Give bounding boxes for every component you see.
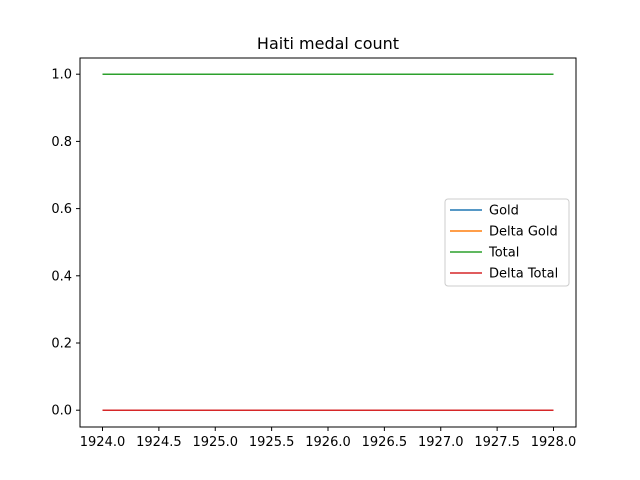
legend-label: Delta Total bbox=[489, 267, 558, 282]
x-tick-label: 1927.0 bbox=[418, 435, 464, 450]
x-tick-label: 1924.5 bbox=[136, 435, 182, 450]
x-tick-label: 1927.5 bbox=[474, 435, 520, 450]
y-tick-label: 0.8 bbox=[51, 135, 72, 150]
x-tick-label: 1928.0 bbox=[531, 435, 577, 450]
legend: Gold Delta Gold Total Delta Total bbox=[444, 198, 570, 287]
y-tick-label: 1.0 bbox=[51, 68, 72, 83]
legend-box bbox=[444, 198, 570, 287]
x-tick-label: 1926.0 bbox=[305, 435, 351, 450]
y-axis: 0.0 0.2 0.4 0.6 0.8 1.0 bbox=[51, 68, 80, 419]
legend-label: Gold bbox=[489, 204, 519, 219]
plot-frame bbox=[79, 57, 577, 428]
x-tick-label: 1924.0 bbox=[80, 435, 126, 450]
chart-title: Haiti medal count bbox=[257, 34, 399, 53]
y-tick-label: 0.4 bbox=[51, 269, 72, 284]
y-tick-label: 0.2 bbox=[51, 337, 72, 352]
series-lines bbox=[102, 73, 554, 411]
x-axis: 1924.0 1924.5 1925.0 1925.5 1926.0 1926.5 1927… bbox=[80, 427, 577, 450]
x-tick-label: 1925.5 bbox=[249, 435, 295, 450]
legend-label: Delta Gold bbox=[489, 225, 558, 240]
y-tick-label: 0.0 bbox=[51, 404, 72, 419]
legend-label: Total bbox=[488, 246, 519, 261]
x-tick-label: 1926.5 bbox=[362, 435, 408, 450]
x-tick-label: 1925.0 bbox=[193, 435, 239, 450]
y-tick-label: 0.6 bbox=[51, 202, 72, 217]
